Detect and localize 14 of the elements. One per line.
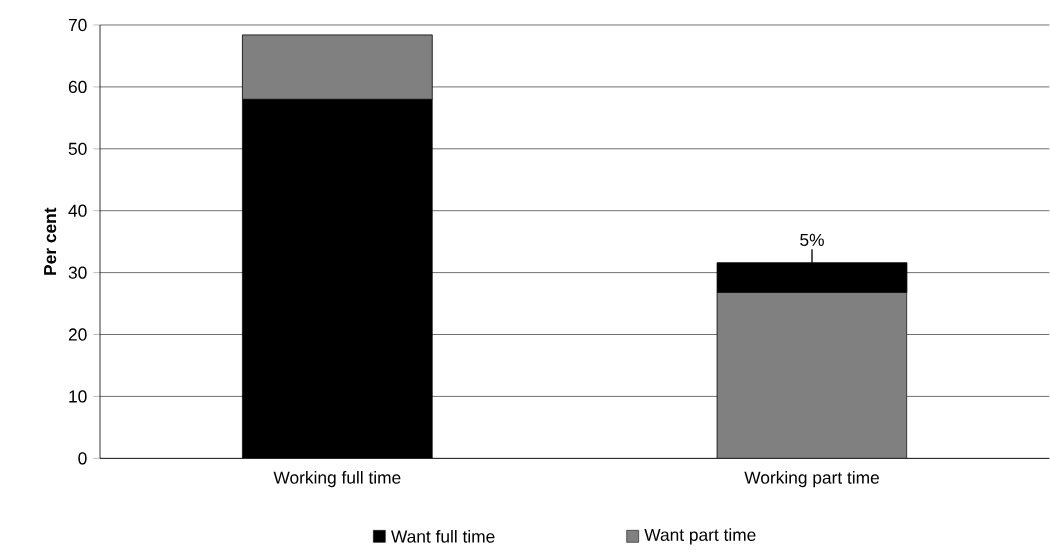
x-tick-label: Working full time xyxy=(273,471,401,488)
y-axis-title: Per cent xyxy=(44,207,57,275)
y-tick-label: 60 xyxy=(68,80,87,94)
annotation: 5% xyxy=(800,233,824,247)
y-tick-label: 10 xyxy=(69,390,87,403)
y-tick-label: 70 xyxy=(68,18,87,32)
y-tick-label: 50 xyxy=(68,142,87,155)
legend-label: Want full time xyxy=(391,529,495,543)
y-tick-label: 0 xyxy=(78,452,87,465)
y-tick-label: 20 xyxy=(68,328,87,341)
x-tick-label: Working part time xyxy=(744,471,879,488)
y-tick-label: 40 xyxy=(68,204,87,217)
y-tick-label: 30 xyxy=(68,266,87,279)
legend-label: Want part time xyxy=(644,528,756,545)
